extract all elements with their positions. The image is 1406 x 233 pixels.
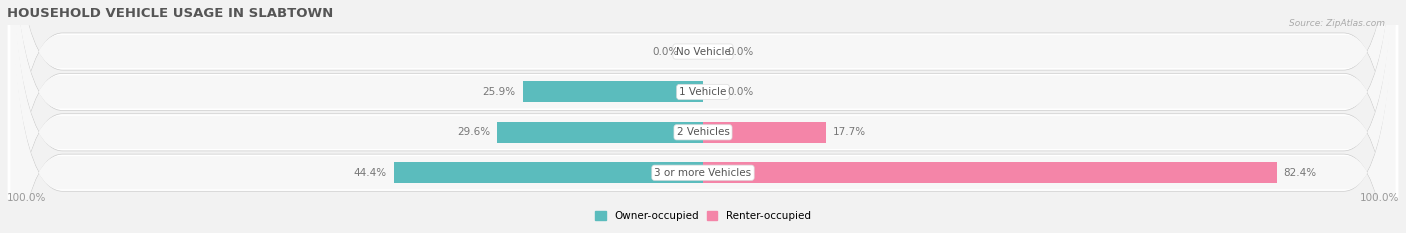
- Bar: [394, 162, 703, 183]
- Text: 1 Vehicle: 1 Vehicle: [679, 87, 727, 97]
- FancyBboxPatch shape: [10, 0, 1396, 233]
- FancyBboxPatch shape: [7, 0, 1399, 233]
- Text: HOUSEHOLD VEHICLE USAGE IN SLABTOWN: HOUSEHOLD VEHICLE USAGE IN SLABTOWN: [7, 7, 333, 20]
- Text: 0.0%: 0.0%: [652, 47, 679, 57]
- Text: 25.9%: 25.9%: [482, 87, 516, 97]
- FancyBboxPatch shape: [7, 0, 1399, 233]
- Text: 17.7%: 17.7%: [834, 127, 866, 137]
- FancyBboxPatch shape: [7, 0, 1399, 233]
- Bar: [703, 162, 1277, 183]
- FancyBboxPatch shape: [10, 0, 1396, 233]
- Bar: [703, 122, 827, 143]
- Text: No Vehicle: No Vehicle: [675, 47, 731, 57]
- FancyBboxPatch shape: [7, 0, 1399, 233]
- Text: 0.0%: 0.0%: [727, 87, 754, 97]
- Text: 100.0%: 100.0%: [7, 193, 46, 203]
- Bar: [523, 81, 703, 103]
- Text: 29.6%: 29.6%: [457, 127, 491, 137]
- Text: 2 Vehicles: 2 Vehicles: [676, 127, 730, 137]
- Text: Source: ZipAtlas.com: Source: ZipAtlas.com: [1289, 19, 1385, 28]
- Legend: Owner-occupied, Renter-occupied: Owner-occupied, Renter-occupied: [591, 207, 815, 225]
- Text: 3 or more Vehicles: 3 or more Vehicles: [654, 168, 752, 178]
- FancyBboxPatch shape: [10, 0, 1396, 233]
- Text: 44.4%: 44.4%: [354, 168, 387, 178]
- Text: 100.0%: 100.0%: [1360, 193, 1399, 203]
- Text: 0.0%: 0.0%: [727, 47, 754, 57]
- FancyBboxPatch shape: [10, 0, 1396, 233]
- Bar: [496, 122, 703, 143]
- Text: 82.4%: 82.4%: [1284, 168, 1316, 178]
